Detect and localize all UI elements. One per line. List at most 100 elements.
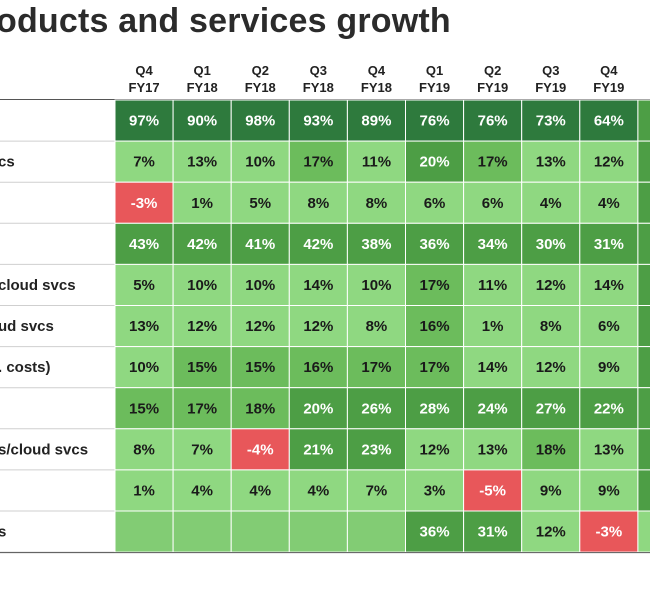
cell-value: 8% <box>366 318 388 335</box>
cell-value: 12% <box>536 359 566 376</box>
cell-value: 17% <box>187 400 217 417</box>
cell-value: 27% <box>536 400 566 417</box>
heatmap-cell-clipped <box>637 387 650 430</box>
heatmap-cell <box>114 387 174 430</box>
heatmap-cell <box>579 346 639 389</box>
cell-value: 11% <box>362 154 391 171</box>
heatmap-cell <box>230 510 290 553</box>
heatmap-cell <box>463 428 523 471</box>
heatmap-cell <box>579 428 639 471</box>
cell-value: 7% <box>191 441 213 458</box>
cell-value: 3% <box>424 482 446 499</box>
heatmap-cell <box>346 387 406 430</box>
heatmap-cell <box>521 346 581 389</box>
column-header-year: FY18 <box>361 80 392 95</box>
cell-value: 10% <box>245 277 275 294</box>
cell-value: 12% <box>594 154 624 171</box>
heatmap-cell <box>114 469 174 512</box>
cell-value: 15% <box>245 359 275 376</box>
cell-value: 12% <box>245 318 275 335</box>
cell-value: 12% <box>420 441 450 458</box>
cell-value: 20% <box>420 154 450 171</box>
column-header-quarter: Q4 <box>600 63 618 78</box>
cell-value: 31% <box>594 236 624 253</box>
heatmap-cell <box>230 428 290 471</box>
heatmap-cell <box>579 140 639 183</box>
heatmap-cell-clipped <box>637 222 650 265</box>
cell-value: 42% <box>187 236 217 253</box>
heatmap-cell-clipped <box>637 140 650 183</box>
heatmap-cell <box>172 428 232 471</box>
row-label: s <box>0 524 6 541</box>
cell-value: 90% <box>187 113 217 130</box>
heatmap-cell-clipped <box>637 263 650 306</box>
heatmap-cell <box>405 222 465 265</box>
cell-value: 8% <box>540 318 562 335</box>
column-header-quarter: Q2 <box>252 63 269 78</box>
heatmap-cell-clipped <box>637 469 650 512</box>
heatmap-cell <box>579 469 639 512</box>
heatmap-cell <box>114 428 174 471</box>
heatmap-cell <box>579 263 639 306</box>
cell-value: 15% <box>129 400 159 417</box>
heatmap-cell <box>346 510 406 553</box>
page-title: oducts and services growth <box>0 2 451 40</box>
heatmap-cell <box>288 428 348 471</box>
heatmap-cell <box>114 99 174 142</box>
column-header-quarter: Q1 <box>193 63 210 78</box>
heatmap-cell <box>288 510 348 553</box>
heatmap-cell <box>521 140 581 183</box>
column-header-quarter: Q4 <box>368 63 386 78</box>
cell-value: 12% <box>303 318 333 335</box>
cell-value: 42% <box>303 236 333 253</box>
cell-value: 4% <box>308 482 330 499</box>
cell-value: 9% <box>540 482 562 499</box>
heatmap-cell <box>346 181 406 224</box>
heatmap-cell <box>172 510 232 553</box>
cell-value: 8% <box>366 195 388 212</box>
cell-value: 76% <box>478 113 508 130</box>
heatmap-cell <box>288 346 348 389</box>
cell-value: 43% <box>129 236 159 253</box>
cell-value: 6% <box>482 195 504 212</box>
cell-value: -5% <box>479 482 506 499</box>
heatmap-cell <box>114 181 174 224</box>
cell-value: 10% <box>361 277 391 294</box>
heatmap-cell <box>346 99 406 142</box>
cell-value: 16% <box>303 359 333 376</box>
cell-value: 1% <box>191 195 213 212</box>
cell-value: 89% <box>361 113 391 130</box>
heatmap-cell <box>230 181 290 224</box>
cell-value: 13% <box>594 441 624 458</box>
cell-value: 10% <box>187 277 217 294</box>
cell-value: 20% <box>303 400 333 417</box>
cell-value: 6% <box>424 195 446 212</box>
heatmap-cell <box>114 346 174 389</box>
cell-value: 31% <box>478 524 508 541</box>
heatmap-cell <box>288 387 348 430</box>
cell-value: 17% <box>303 154 333 171</box>
column-header-quarter: Q2 <box>484 63 501 78</box>
heatmap-cell <box>346 469 406 512</box>
cell-value: 13% <box>478 441 508 458</box>
cell-value: 64% <box>594 113 624 130</box>
heatmap-cell <box>579 510 639 553</box>
heatmap-cell <box>463 346 523 389</box>
cell-value: 10% <box>129 359 159 376</box>
heatmap-cell <box>114 305 174 348</box>
heatmap-cell <box>230 346 290 389</box>
column-header-year: FY19 <box>477 80 508 95</box>
column-header-year: FY18 <box>303 80 334 95</box>
heatmap-cell <box>172 387 232 430</box>
heatmap-cell <box>288 140 348 183</box>
heatmap-cell <box>579 387 639 430</box>
heatmap-cell <box>463 510 523 553</box>
cell-value: 8% <box>308 195 330 212</box>
cell-value: 17% <box>361 359 391 376</box>
cell-value: 14% <box>478 359 508 376</box>
cell-value: 17% <box>478 154 508 171</box>
heatmap-cell-clipped <box>637 510 650 553</box>
column-header-year: FY18 <box>245 80 276 95</box>
column-header-year: FY19 <box>593 80 624 95</box>
cell-value: 93% <box>303 113 333 130</box>
